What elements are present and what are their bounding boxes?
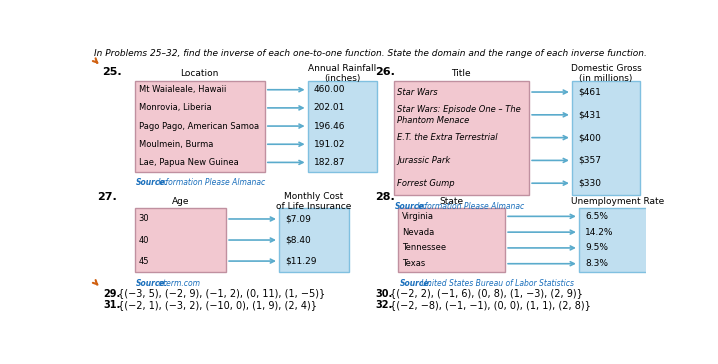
Bar bbox=[307, 81, 377, 171]
Text: Jurassic Park: Jurassic Park bbox=[398, 156, 451, 165]
Text: 14.2%: 14.2% bbox=[585, 228, 613, 237]
Text: {(−2, −8), (−1, −1), (0, 0), (1, 1), (2, 8)}: {(−2, −8), (−1, −1), (0, 0), (1, 1), (2,… bbox=[391, 300, 592, 310]
Text: 30: 30 bbox=[139, 214, 149, 223]
Text: 182.87: 182.87 bbox=[314, 158, 345, 167]
Text: 9.5%: 9.5% bbox=[585, 244, 608, 252]
Text: Nevada: Nevada bbox=[402, 228, 434, 237]
Text: 32.: 32. bbox=[375, 300, 392, 310]
Text: Title: Title bbox=[452, 69, 471, 78]
Text: 8.3%: 8.3% bbox=[585, 259, 608, 268]
Text: $431: $431 bbox=[578, 110, 601, 119]
Text: Star Wars: Episode One – The
Phantom Menace: Star Wars: Episode One – The Phantom Men… bbox=[398, 105, 521, 124]
Text: Texas: Texas bbox=[402, 259, 425, 268]
Text: Source:: Source: bbox=[395, 202, 428, 210]
Text: $357: $357 bbox=[578, 156, 601, 165]
Text: 31.: 31. bbox=[103, 300, 120, 310]
Text: 202.01: 202.01 bbox=[314, 103, 345, 112]
Text: E.T. the Extra Terrestrial: E.T. the Extra Terrestrial bbox=[398, 133, 498, 142]
Text: In Problems 25–32, find the inverse of each one-to-one function. State the domai: In Problems 25–32, find the inverse of e… bbox=[93, 49, 646, 58]
Text: Lae, Papua New Guinea: Lae, Papua New Guinea bbox=[139, 158, 238, 167]
Text: Information Please Almanac: Information Please Almanac bbox=[156, 178, 265, 187]
Text: Monrovia, Liberia: Monrovia, Liberia bbox=[139, 103, 211, 112]
Text: Location: Location bbox=[181, 69, 219, 78]
Bar bbox=[135, 81, 265, 171]
Text: Unemployment Rate: Unemployment Rate bbox=[571, 197, 664, 206]
Bar bbox=[393, 81, 529, 195]
Text: Pago Pago, American Samoa: Pago Pago, American Samoa bbox=[139, 122, 258, 131]
Text: Moulmein, Burma: Moulmein, Burma bbox=[139, 140, 213, 149]
Text: $11.29: $11.29 bbox=[285, 257, 317, 266]
Text: 45: 45 bbox=[139, 257, 149, 266]
Text: 25.: 25. bbox=[102, 67, 122, 77]
Text: Forrest Gump: Forrest Gump bbox=[398, 179, 455, 188]
Text: Source:: Source: bbox=[136, 278, 169, 288]
Text: Mt Waialeale, Hawaii: Mt Waialeale, Hawaii bbox=[139, 85, 226, 94]
Text: 30.: 30. bbox=[375, 289, 392, 298]
Bar bbox=[579, 209, 656, 272]
Text: $400: $400 bbox=[578, 133, 601, 142]
Text: $7.09: $7.09 bbox=[285, 214, 311, 223]
Text: Age: Age bbox=[172, 197, 189, 206]
Text: {(−2, 2), (−1, 6), (0, 8), (1, −3), (2, 9)}: {(−2, 2), (−1, 6), (0, 8), (1, −3), (2, … bbox=[391, 289, 583, 298]
Text: United States Bureau of Labor Statistics: United States Bureau of Labor Statistics bbox=[419, 278, 574, 288]
Text: 6.5%: 6.5% bbox=[585, 212, 608, 221]
Text: 460.00: 460.00 bbox=[314, 85, 345, 94]
Bar bbox=[398, 209, 505, 272]
Text: Source:: Source: bbox=[400, 278, 432, 288]
Text: Tennessee: Tennessee bbox=[402, 244, 446, 252]
Text: 28.: 28. bbox=[375, 192, 395, 202]
Text: {(−3, 5), (−2, 9), (−1, 2), (0, 11), (1, −5)}: {(−3, 5), (−2, 9), (−1, 2), (0, 11), (1,… bbox=[118, 289, 325, 298]
Text: 26.: 26. bbox=[375, 67, 395, 77]
Text: 29.: 29. bbox=[103, 289, 120, 298]
Text: 27.: 27. bbox=[98, 192, 117, 202]
Text: Star Wars: Star Wars bbox=[398, 87, 438, 96]
Bar bbox=[572, 81, 640, 195]
Text: $461: $461 bbox=[578, 87, 601, 96]
Text: Information Please Almanac: Information Please Almanac bbox=[414, 202, 524, 210]
Text: Domestic Gross
(in millions): Domestic Gross (in millions) bbox=[571, 64, 641, 83]
Bar bbox=[135, 209, 226, 272]
Text: 40: 40 bbox=[139, 236, 149, 245]
Text: {(−2, 1), (−3, 2), (−10, 0), (1, 9), (2, 4)}: {(−2, 1), (−3, 2), (−10, 0), (1, 9), (2,… bbox=[118, 300, 317, 310]
Text: Annual Rainfall
(inches): Annual Rainfall (inches) bbox=[308, 64, 376, 83]
Text: 191.02: 191.02 bbox=[314, 140, 345, 149]
Text: State: State bbox=[439, 197, 464, 206]
Text: $330: $330 bbox=[578, 179, 601, 188]
Bar bbox=[279, 209, 349, 272]
Text: $8.40: $8.40 bbox=[285, 236, 311, 245]
Text: Virginia: Virginia bbox=[402, 212, 434, 221]
Text: eterm.com: eterm.com bbox=[156, 278, 200, 288]
Text: Source:: Source: bbox=[136, 178, 169, 187]
Text: 196.46: 196.46 bbox=[314, 122, 345, 131]
Text: Monthly Cost
of Life Insurance: Monthly Cost of Life Insurance bbox=[276, 192, 351, 211]
